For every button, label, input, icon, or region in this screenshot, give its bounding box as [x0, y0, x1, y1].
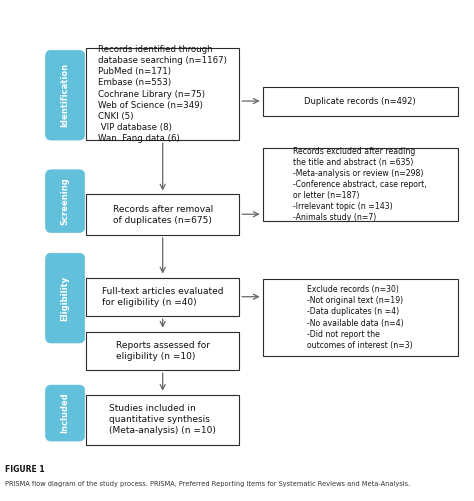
Text: Records identified through
database searching (n=1167)
PubMed (n=171)
Embase (n=: Records identified through database sear…	[98, 45, 227, 143]
FancyBboxPatch shape	[46, 170, 85, 232]
Text: FIGURE 1: FIGURE 1	[5, 465, 45, 474]
Text: Exclude records (n=30)
-Not original text (n=19)
-Data duplicates (n =4)
-No ava: Exclude records (n=30) -Not original tex…	[307, 285, 413, 350]
Bar	[86, 194, 239, 235]
FancyBboxPatch shape	[46, 253, 85, 343]
Text: Identification: Identification	[61, 63, 70, 127]
FancyBboxPatch shape	[46, 50, 85, 140]
Text: Reports assessed for
eligibility (n =10): Reports assessed for eligibility (n =10)	[116, 341, 210, 361]
Text: Included: Included	[61, 393, 70, 433]
Bar	[86, 332, 239, 370]
Text: Eligibility: Eligibility	[61, 276, 70, 321]
Bar	[263, 279, 458, 356]
Bar	[86, 48, 239, 140]
Bar	[263, 87, 458, 116]
Text: PRISMA flow diagram of the study process. PRISMA, Preferred Reporting Items for : PRISMA flow diagram of the study process…	[5, 481, 410, 486]
Bar	[86, 395, 239, 445]
Bar	[263, 148, 458, 220]
FancyBboxPatch shape	[46, 385, 85, 441]
Text: Records excluded after reading
the title and abstract (n =635)
-Meta-analysis or: Records excluded after reading the title…	[293, 147, 427, 222]
Text: Full-text articles evaluated
for eligibility (n =40): Full-text articles evaluated for eligibi…	[102, 287, 223, 307]
Text: Studies included in
quantitative synthesis
(Meta-analysis) (n =10): Studies included in quantitative synthes…	[109, 404, 216, 435]
Bar	[86, 278, 239, 316]
Text: Screening: Screening	[61, 177, 70, 225]
Text: Records after removal
of duplicates (n=675): Records after removal of duplicates (n=6…	[112, 204, 213, 225]
Text: Duplicate records (n=492): Duplicate records (n=492)	[304, 97, 416, 106]
